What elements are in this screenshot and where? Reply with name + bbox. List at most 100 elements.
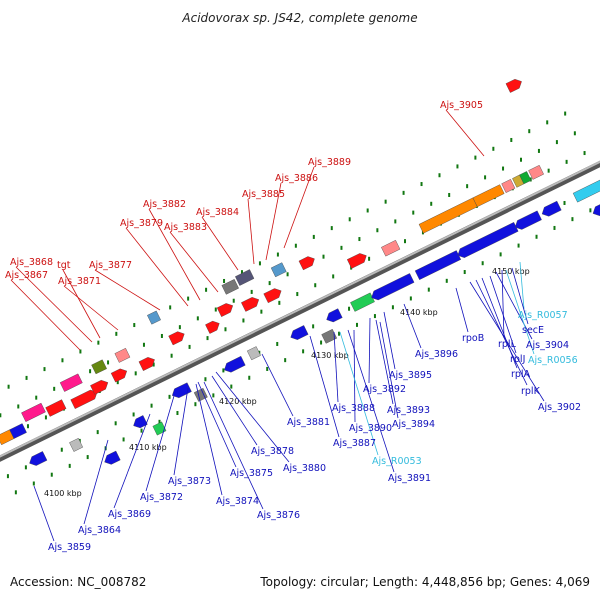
gene-feature: [9, 423, 27, 439]
gene-label: Ajs_3868: [10, 257, 53, 268]
track-dot: [6, 474, 9, 479]
track-dot: [268, 281, 271, 286]
gene-feature: [21, 402, 46, 422]
gene-feature: [221, 279, 239, 295]
label-leader-line: [195, 383, 223, 496]
gene-label: Ajs_3886: [275, 173, 318, 184]
label-leader-line: [403, 303, 422, 349]
track-dot: [412, 210, 415, 215]
gene-feature: [572, 179, 600, 203]
gene-label: Ajs_3881: [287, 417, 330, 428]
track-dot: [420, 182, 423, 187]
gene-label: Ajs_3864: [78, 525, 121, 536]
track-dot: [194, 402, 197, 407]
gene-feature: [91, 359, 107, 375]
label-leader-line: [333, 331, 339, 403]
gene-feature: [59, 373, 83, 392]
label-leader-line: [455, 287, 469, 333]
track-dot: [176, 411, 179, 416]
label-leader-line: [169, 231, 219, 293]
label-leader-line: [368, 317, 371, 384]
track-dot: [296, 292, 299, 297]
label-leader-line: [261, 353, 294, 417]
gene-label: rplA: [511, 369, 531, 380]
gene-label: rpoB: [462, 333, 484, 344]
track-dot: [484, 175, 487, 180]
track-dot: [142, 342, 145, 347]
track-dot: [224, 327, 227, 332]
track-dot: [178, 325, 181, 330]
track-dot: [68, 463, 71, 468]
gene-feature: [45, 399, 67, 417]
track-dot: [260, 309, 263, 314]
gene-label: rplK: [521, 386, 541, 397]
track-dot: [97, 340, 100, 345]
track-dot: [122, 437, 125, 442]
track-dot: [427, 287, 430, 292]
gene-feature: [70, 389, 98, 409]
gene-label: Ajs_3893: [387, 405, 430, 416]
label-leader-line: [283, 166, 315, 249]
gene-label: Ajs_R0056: [528, 355, 578, 366]
track-dot: [278, 300, 281, 305]
track-dot: [286, 272, 289, 277]
gene-feature: [270, 262, 287, 278]
track-dot: [61, 358, 64, 363]
track-dot: [152, 362, 155, 367]
gene-feature: [346, 253, 367, 269]
label-leader-line: [62, 269, 101, 339]
track-dot: [391, 305, 394, 310]
label-leader-line: [501, 269, 505, 339]
coordinate-tick-label: 4100 kbp: [44, 489, 82, 498]
gene-label: Ajs_3885: [242, 189, 285, 200]
track-dot: [158, 419, 161, 424]
track-dot: [583, 151, 586, 156]
track-dot: [115, 331, 118, 336]
track-dot: [571, 217, 574, 222]
label-leader-line: [495, 271, 533, 340]
gene-feature: [541, 200, 562, 217]
gene-feature: [326, 308, 343, 323]
track-dot: [116, 380, 119, 385]
gene-label: Ajs_R0053: [372, 456, 422, 467]
track-dot: [330, 226, 333, 231]
track-dot: [302, 349, 305, 354]
track-dot: [510, 137, 513, 142]
gene-label: Ajs_R0057: [518, 310, 568, 321]
track-dot: [25, 375, 28, 380]
track-dot: [223, 278, 226, 283]
track-dot: [438, 173, 441, 178]
label-leader-line: [173, 387, 189, 476]
track-dot: [502, 166, 505, 171]
track-dot: [553, 225, 556, 230]
track-dot: [89, 369, 92, 374]
feature-tracks: [0, 111, 600, 495]
gene-label: Ajs_3873: [168, 476, 211, 487]
gene-label: Ajs_3883: [164, 222, 207, 233]
gene-feature: [205, 320, 220, 334]
gene-label: Ajs_3879: [120, 218, 163, 229]
gene-feature: [168, 331, 185, 346]
gene-feature: [171, 382, 192, 399]
track-dot: [7, 384, 10, 389]
gene-feature: [321, 328, 338, 344]
gene-label: Ajs_3869: [108, 509, 151, 520]
track-dot: [222, 368, 225, 373]
gene-feature: [263, 288, 282, 304]
track-dot: [43, 367, 46, 372]
track-dot: [358, 237, 361, 242]
gene-feature: [501, 179, 516, 193]
track-dot: [53, 386, 56, 391]
label-leader-line: [83, 439, 109, 525]
track-dot: [17, 404, 20, 409]
track-dot: [32, 481, 35, 486]
track-dot: [96, 430, 99, 435]
track-dot: [266, 366, 269, 371]
track-dot: [492, 146, 495, 151]
track-dot: [258, 261, 261, 266]
label-leader-line: [353, 329, 356, 423]
track-dot: [212, 393, 215, 398]
label-leader-line: [247, 198, 255, 265]
gene-label: Ajs_3867: [5, 270, 48, 281]
track-dot: [448, 192, 451, 197]
